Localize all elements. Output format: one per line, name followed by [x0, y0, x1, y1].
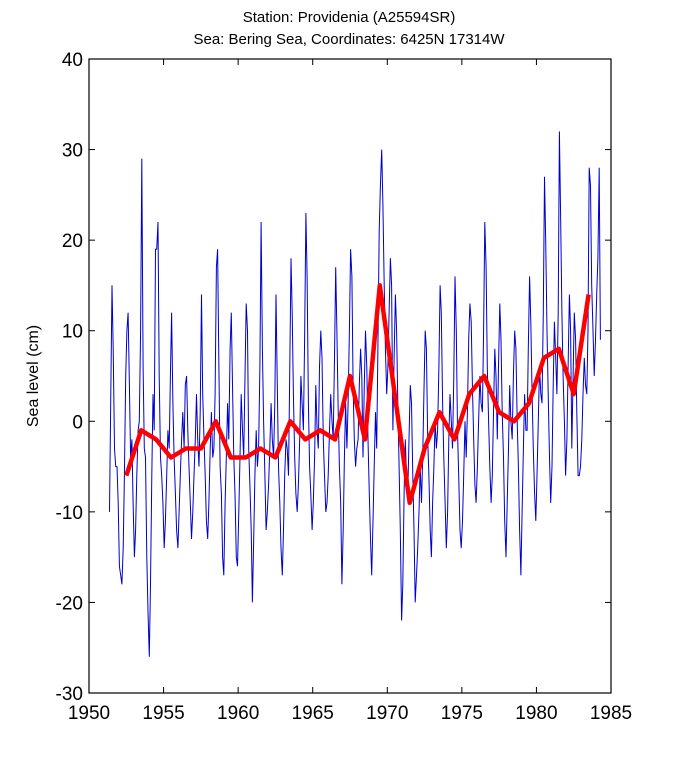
x-tick-label: 1960	[217, 703, 259, 724]
x-tick-label: 1965	[292, 703, 334, 724]
x-tick-label: 1955	[142, 703, 184, 724]
x-tick-label: 1980	[515, 703, 557, 724]
x-tick-label: 1975	[441, 703, 483, 724]
y-tick-label: -10	[56, 503, 83, 524]
series-layer	[109, 131, 601, 657]
chart-title-line-1: Station: Providenia (A25594SR)	[243, 9, 456, 26]
y-axis-label: Sea level (cm)	[25, 325, 42, 427]
x-tick-label: 1985	[590, 703, 632, 724]
chart-title-line-2: Sea: Bering Sea, Coordinates: 6425N 1731…	[193, 31, 505, 48]
monthly-sea-level-line	[109, 131, 601, 657]
y-tick-label: 0	[72, 412, 83, 433]
y-tick-label: 10	[62, 322, 83, 343]
y-tick-label: 20	[62, 231, 83, 252]
y-tick-label: -30	[56, 684, 83, 705]
y-tick-label: 40	[62, 50, 83, 71]
x-tick-label: 1950	[68, 703, 110, 724]
tick-layer: 1950 1955 1960 1965 1970 1975 1980 1985 -30 -20 -1…	[56, 50, 633, 724]
axes-frame	[88, 58, 612, 694]
y-tick-label: 30	[62, 141, 83, 162]
x-tick-label: 1970	[366, 703, 408, 724]
y-tick-label: -20	[56, 593, 83, 614]
